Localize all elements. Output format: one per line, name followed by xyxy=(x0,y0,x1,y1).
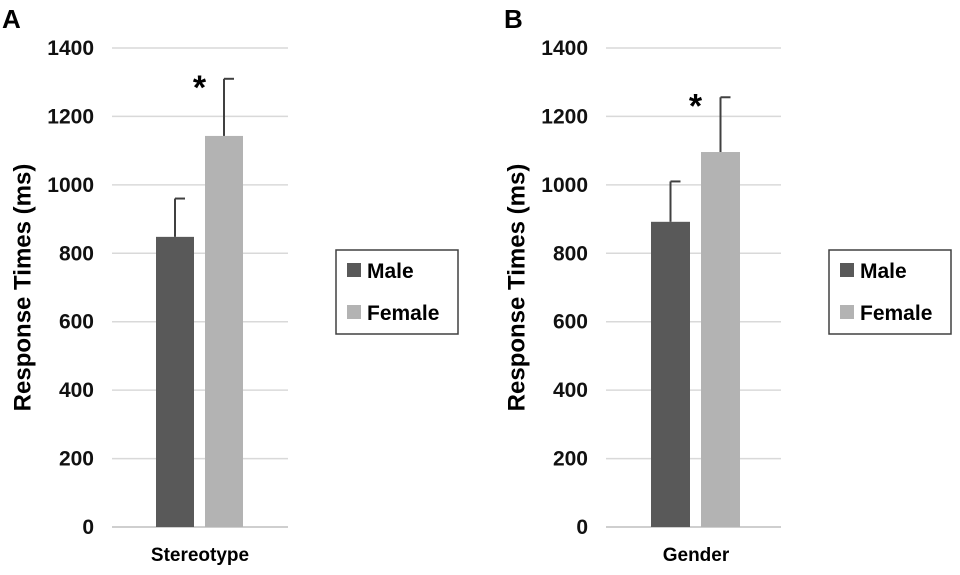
y-tick-label: 1000 xyxy=(47,174,94,197)
legend-label-female: Female xyxy=(860,302,932,325)
legend-label-male: Male xyxy=(367,260,414,283)
bar-female xyxy=(701,152,740,528)
significance-marker: * xyxy=(689,87,703,125)
y-tick-label: 1400 xyxy=(47,37,94,60)
y-tick-label: 200 xyxy=(553,448,588,471)
y-tick-label: 1200 xyxy=(47,105,94,128)
y-tick-label: 0 xyxy=(82,516,94,539)
y-tick-label: 600 xyxy=(59,311,94,334)
legend-label-female: Female xyxy=(367,302,439,325)
bar-female xyxy=(205,135,243,527)
y-tick-label: 600 xyxy=(553,311,588,334)
y-tick-label: 1200 xyxy=(541,105,588,128)
legend-swatch-female xyxy=(347,305,361,319)
y-axis-label: Response Times (ms) xyxy=(9,164,36,412)
y-tick-label: 200 xyxy=(59,448,94,471)
legend-swatch-female xyxy=(840,305,854,319)
bar-male xyxy=(651,221,690,527)
x-category-label: Stereotype xyxy=(151,545,249,566)
y-tick-label: 800 xyxy=(553,242,588,265)
x-category-label: Gender xyxy=(663,545,730,566)
significance-marker: * xyxy=(193,69,207,107)
y-tick-label: 0 xyxy=(576,516,588,539)
panel-label-a: A xyxy=(2,4,21,34)
y-tick-label: 400 xyxy=(553,379,588,402)
y-tick-label: 1400 xyxy=(541,37,588,60)
bar-male xyxy=(156,236,194,527)
legend-swatch-male xyxy=(840,263,854,277)
legend-label-male: Male xyxy=(860,260,907,283)
y-tick-label: 1000 xyxy=(541,174,588,197)
y-tick-label: 800 xyxy=(59,242,94,265)
panel-label-b: B xyxy=(504,4,523,34)
y-tick-label: 400 xyxy=(59,379,94,402)
y-axis-label: Response Times (ms) xyxy=(503,164,530,412)
legend-swatch-male xyxy=(347,263,361,277)
